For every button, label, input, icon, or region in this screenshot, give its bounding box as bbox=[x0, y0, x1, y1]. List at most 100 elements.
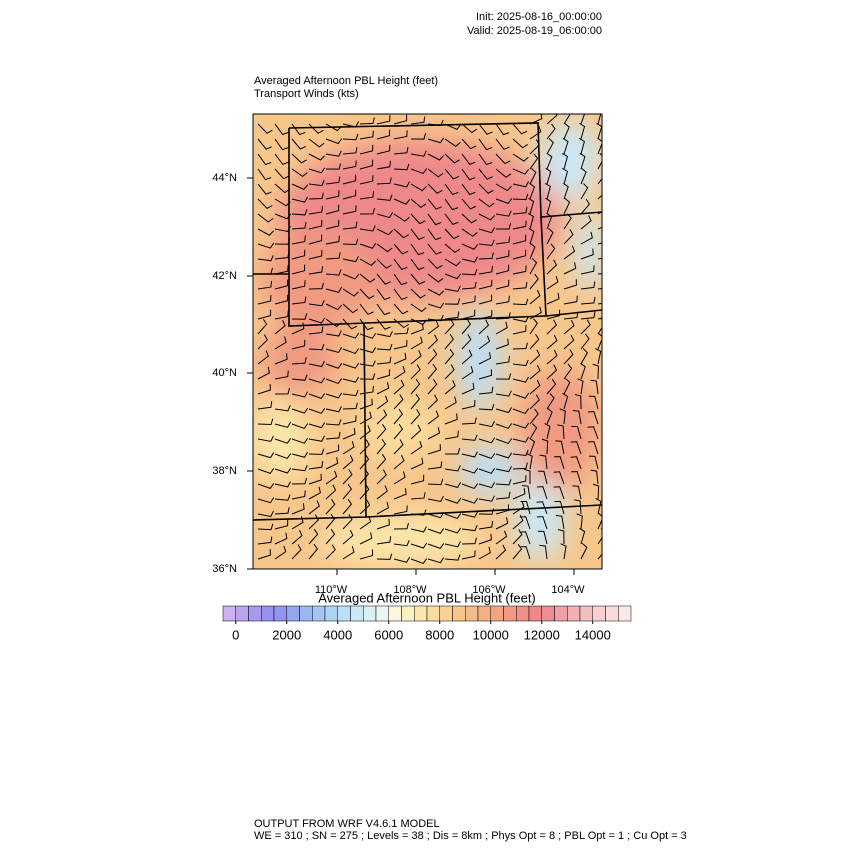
wind-barb bbox=[580, 296, 596, 305]
wind-barb bbox=[495, 373, 512, 380]
wind-barb bbox=[580, 198, 591, 215]
wind-barb bbox=[376, 331, 393, 338]
wind-barb bbox=[444, 273, 462, 280]
lon-label: 108°W bbox=[393, 584, 427, 596]
wind-barb bbox=[461, 256, 478, 263]
wind-barb bbox=[444, 168, 460, 180]
wind-barb bbox=[274, 138, 289, 151]
colorbar-box bbox=[299, 605, 313, 622]
wind-barb bbox=[376, 258, 392, 269]
wind-barb bbox=[588, 455, 599, 470]
wind-barb bbox=[444, 333, 455, 350]
wind-barb bbox=[495, 264, 510, 275]
wind-barb bbox=[495, 138, 510, 150]
wind-barb bbox=[393, 327, 409, 335]
wind-barb bbox=[512, 123, 528, 135]
wind-barb bbox=[427, 378, 438, 395]
wind-barb bbox=[478, 352, 492, 365]
wind-barb bbox=[512, 168, 530, 175]
wind-barb bbox=[291, 374, 308, 381]
colorbar-box bbox=[401, 605, 415, 622]
wind-barb bbox=[342, 174, 357, 185]
colorbar-box bbox=[592, 605, 606, 622]
wind-barb bbox=[512, 422, 530, 429]
wind-barb bbox=[528, 197, 535, 215]
wind-barb bbox=[427, 302, 445, 309]
wind-barb bbox=[574, 394, 582, 410]
map-frame bbox=[252, 113, 603, 570]
wind-barb bbox=[257, 213, 274, 223]
wind-barb bbox=[308, 435, 325, 442]
wind-barb bbox=[597, 114, 602, 125]
wind-barb bbox=[359, 225, 376, 232]
wind-barb bbox=[529, 289, 541, 305]
wind-barb bbox=[274, 467, 292, 474]
wind-barb bbox=[342, 454, 354, 470]
wind-barb bbox=[444, 448, 461, 455]
wind-barb bbox=[512, 529, 523, 545]
wind-barb bbox=[342, 469, 353, 485]
colorbar-label: 6000 bbox=[374, 627, 403, 642]
wind-barb bbox=[536, 501, 548, 515]
wind-barb bbox=[359, 439, 370, 455]
wind-barb bbox=[257, 401, 273, 410]
wind-barb bbox=[512, 462, 528, 470]
wind-barb bbox=[308, 153, 325, 161]
wind-barb bbox=[557, 529, 565, 545]
wind-barb bbox=[444, 541, 461, 548]
wind-barb bbox=[308, 219, 323, 230]
wind-barb bbox=[274, 519, 289, 530]
wind-barb bbox=[257, 168, 272, 181]
wind-barb bbox=[359, 159, 374, 170]
wind-barb bbox=[427, 168, 444, 178]
wind-barb bbox=[512, 487, 526, 500]
wind-barb bbox=[529, 153, 539, 170]
wind-barb bbox=[570, 456, 582, 470]
wind-barb bbox=[427, 495, 444, 502]
wind-barb bbox=[461, 524, 478, 532]
wind-barb bbox=[512, 408, 530, 415]
colorbar-box bbox=[350, 605, 364, 622]
wind-barb bbox=[359, 425, 371, 440]
wind-barb bbox=[342, 402, 358, 410]
wind-barb bbox=[342, 238, 359, 245]
wind-barb bbox=[393, 114, 408, 125]
wind-barb bbox=[257, 318, 268, 335]
wind-barb bbox=[393, 181, 410, 188]
wind-barb bbox=[325, 406, 342, 413]
wind-barb bbox=[461, 153, 476, 165]
colorbar-box bbox=[273, 605, 287, 622]
wind-barb bbox=[376, 485, 388, 500]
wind-barb bbox=[495, 321, 508, 335]
wind-barb bbox=[580, 319, 591, 335]
wind-barb bbox=[427, 543, 445, 549]
wind-barb bbox=[342, 362, 360, 369]
wind-barb bbox=[257, 452, 275, 459]
wind-barb bbox=[461, 365, 474, 380]
wind-barb bbox=[410, 378, 421, 395]
wind-barb bbox=[495, 390, 512, 397]
wind-barb bbox=[291, 339, 306, 350]
wind-barb bbox=[520, 546, 531, 560]
wind-barb bbox=[274, 387, 291, 395]
wind-barb bbox=[342, 546, 355, 560]
wind-barb bbox=[444, 396, 457, 410]
wind-barb bbox=[342, 376, 360, 383]
wind-barb bbox=[359, 532, 373, 545]
colorbar-label: 8000 bbox=[425, 627, 454, 642]
wind-barb bbox=[580, 215, 592, 230]
wind-barb bbox=[342, 498, 353, 515]
wind-barb bbox=[563, 311, 579, 320]
wind-barb bbox=[512, 249, 527, 260]
wind-barb bbox=[495, 466, 512, 473]
wind-barb bbox=[393, 505, 408, 515]
wind-barb bbox=[291, 391, 308, 398]
wind-barb bbox=[512, 392, 530, 399]
wind-barb bbox=[342, 529, 354, 545]
colorbar-box bbox=[567, 605, 581, 622]
wind-barb bbox=[529, 258, 538, 275]
colorbar-box bbox=[414, 605, 428, 622]
wind-barb bbox=[427, 512, 445, 519]
wind-barb bbox=[495, 452, 513, 459]
wind-barb bbox=[325, 235, 340, 245]
